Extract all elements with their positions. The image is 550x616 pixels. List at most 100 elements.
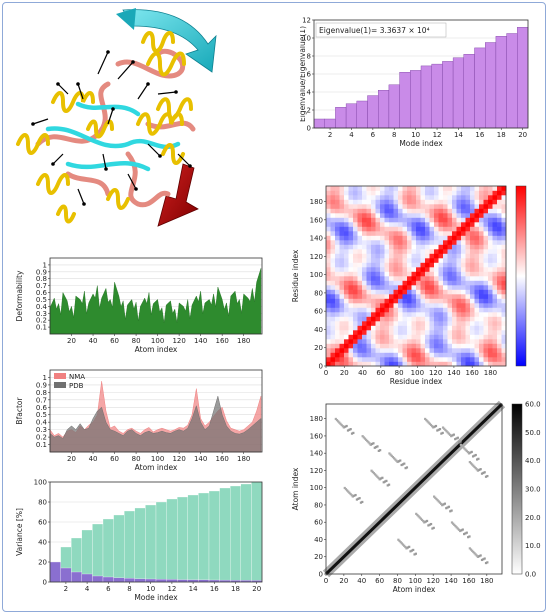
contact-cell xyxy=(414,552,417,555)
heatmap-cell xyxy=(497,240,502,245)
heatmap-cell xyxy=(393,204,399,209)
heatmap-cell xyxy=(339,271,345,277)
heatmap-cell xyxy=(326,298,331,304)
heatmap-cell xyxy=(420,303,426,308)
heatmap-cell xyxy=(497,222,502,227)
heatmap-cell xyxy=(474,199,480,205)
heatmap-cell xyxy=(429,271,435,277)
heatmap-cell xyxy=(335,199,340,205)
variance-bar-cumulative xyxy=(230,485,241,583)
heatmap-cell xyxy=(434,280,439,286)
heatmap-cell xyxy=(443,361,448,367)
heatmap-cell xyxy=(344,307,349,313)
heatmap-cell xyxy=(344,343,349,349)
heatmap-cell xyxy=(488,343,493,349)
heatmap-cell xyxy=(492,208,498,214)
heatmap-cell xyxy=(389,303,394,308)
heatmap-cell xyxy=(407,303,412,308)
plot-frame xyxy=(49,481,263,583)
y-tick-label: 0.1 xyxy=(36,441,47,449)
heatmap-cell xyxy=(375,226,381,232)
heatmap-cell xyxy=(479,298,484,304)
heatmap-cell xyxy=(335,271,340,277)
heatmap-cell xyxy=(501,312,507,317)
heatmap-cell xyxy=(474,253,480,259)
heatmap-cell xyxy=(443,298,448,304)
heatmap-cell xyxy=(501,267,507,272)
heatmap-cell xyxy=(488,303,493,308)
heatmap-cell xyxy=(479,195,484,200)
heatmap-cell xyxy=(344,262,349,268)
x-tick-label: 100 xyxy=(409,577,422,585)
x-tick-label: 100 xyxy=(151,455,164,463)
heatmap-cell xyxy=(335,204,340,209)
contact-cell xyxy=(474,453,477,457)
heatmap-cell xyxy=(375,298,381,304)
heatmap-cell xyxy=(452,271,457,277)
y-tick-label: 0.1 xyxy=(36,324,47,332)
heatmap-cell xyxy=(434,217,439,223)
heatmap-cell xyxy=(492,258,498,263)
heatmap-cell xyxy=(393,298,399,304)
heatmap-cell xyxy=(348,240,354,245)
heatmap-cell xyxy=(330,240,336,245)
contact-cell xyxy=(427,524,430,527)
heatmap-cell xyxy=(384,361,390,367)
heatmap-cell xyxy=(371,253,376,259)
heatmap-cell xyxy=(375,213,381,218)
heatmap-cell xyxy=(474,217,480,223)
heatmap-cell xyxy=(425,334,430,340)
heatmap-cell xyxy=(492,285,498,290)
contact-cell xyxy=(417,515,420,518)
contact-cell xyxy=(429,423,433,427)
heatmap-cell xyxy=(488,312,493,317)
heatmap-cell xyxy=(497,312,502,317)
heatmap-cell xyxy=(402,307,408,313)
heatmap-cell xyxy=(411,235,417,241)
heatmap-cell xyxy=(375,199,381,205)
contact-cell xyxy=(408,545,411,548)
heatmap-cell xyxy=(398,352,403,358)
heatmap-cell xyxy=(438,339,444,344)
x-tick-label: 12 xyxy=(167,585,176,593)
heatmap-cell xyxy=(389,357,394,362)
heatmap-cell xyxy=(425,312,430,317)
heatmap-cell xyxy=(443,316,448,322)
heatmap-cell xyxy=(362,357,367,362)
heatmap-cell xyxy=(389,235,394,241)
contact-cell xyxy=(355,498,359,501)
heatmap-cell xyxy=(407,217,412,223)
heatmap-cell xyxy=(429,316,435,322)
heatmap-cell xyxy=(348,330,354,335)
heatmap-cell xyxy=(393,330,399,335)
contact-cell xyxy=(456,527,459,530)
heatmap-cell xyxy=(447,186,453,191)
heatmap-cell xyxy=(443,348,448,353)
heatmap-cell xyxy=(483,280,489,286)
heatmap-cell xyxy=(425,240,430,245)
heatmap-cell xyxy=(411,240,417,245)
y-tick-label: 120 xyxy=(310,467,323,475)
heatmap-cell xyxy=(362,235,367,241)
heatmap-cell xyxy=(380,280,385,286)
contact-cell xyxy=(353,494,356,497)
y-tick-label: 0 xyxy=(43,579,47,587)
x-tick-label: 60 xyxy=(376,369,385,377)
heatmap-cell xyxy=(335,276,340,281)
heatmap-cell xyxy=(425,231,430,236)
heatmap-cell xyxy=(456,249,462,254)
heatmap-cell xyxy=(380,213,385,218)
heatmap-cell xyxy=(483,258,489,263)
heatmap-cell xyxy=(411,267,417,272)
heatmap-cell xyxy=(470,190,475,196)
heatmap-cell xyxy=(357,271,363,277)
heatmap-cell xyxy=(344,334,349,340)
heatmap-cell xyxy=(483,307,489,313)
contact-cell xyxy=(349,492,352,496)
heatmap-cell xyxy=(335,352,340,358)
heatmap-cell xyxy=(479,285,484,290)
heatmap-cell xyxy=(357,258,363,263)
variance-bar-individual xyxy=(81,573,93,583)
heatmap-cell xyxy=(335,195,340,200)
heatmap-cell xyxy=(393,294,399,299)
